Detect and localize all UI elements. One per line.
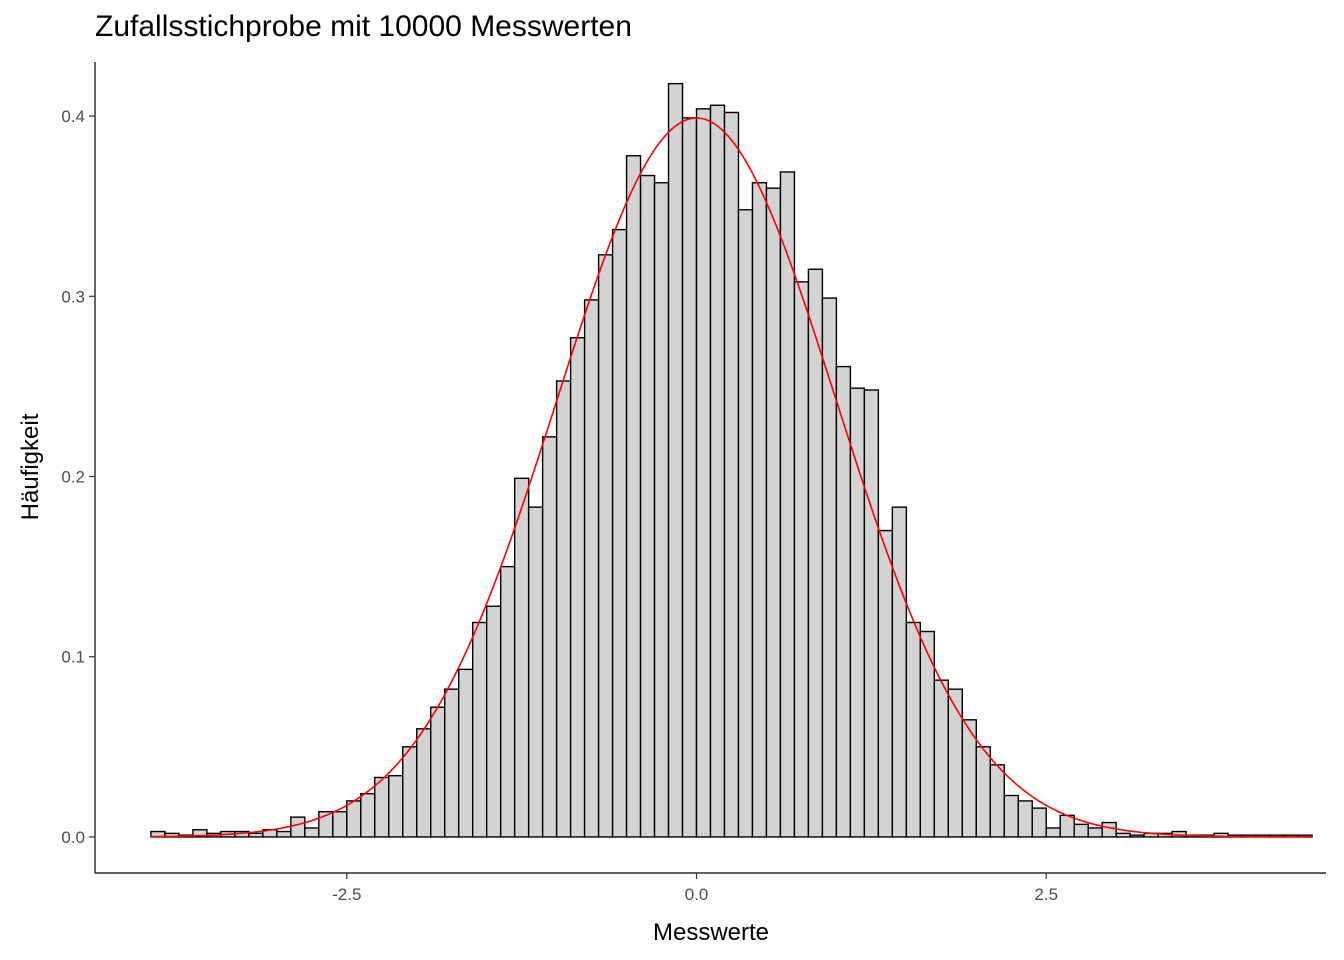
y-tick-label: 0.1: [61, 648, 85, 667]
x-axis-title: Messwerte: [653, 919, 769, 946]
histogram-bar: [1059, 814, 1075, 838]
histogram-bar: [541, 436, 558, 838]
histogram-bar: [891, 506, 908, 838]
y-axis-title: Häufigkeit: [17, 413, 44, 520]
histogram-bar: [695, 108, 712, 838]
histogram-bar: [653, 182, 670, 838]
y-tick-label: 0.4: [61, 107, 85, 126]
histogram-bar: [248, 832, 264, 838]
histogram-bar: [1115, 832, 1131, 838]
histogram-bar: [611, 228, 628, 838]
histogram-bar: [989, 764, 1005, 838]
histogram-bar: [485, 605, 502, 838]
histogram-bar: [332, 811, 348, 838]
histogram-bar: [765, 187, 782, 838]
histogram-bar: [1045, 827, 1061, 838]
histogram-bar: [1087, 827, 1103, 838]
histogram-bar: [597, 254, 614, 838]
histogram-bar: [374, 776, 390, 838]
histogram-bar: [625, 155, 642, 838]
histogram-bar: [471, 621, 488, 838]
histogram-bar: [779, 171, 796, 838]
histogram-bar: [304, 827, 320, 838]
density-curve: [150, 117, 1313, 838]
histogram-bar: [709, 104, 726, 838]
histogram-bar: [639, 174, 656, 838]
x-axis-ticks: -2.5 0.0 2.5: [332, 873, 1058, 904]
histogram-bar: [933, 679, 950, 838]
x-tick-label: 0.0: [685, 885, 709, 904]
y-tick-label: 0.2: [61, 468, 85, 487]
histogram-bar: [290, 816, 306, 838]
histogram-bar: [1003, 794, 1019, 838]
histogram-bar: [681, 117, 698, 838]
histogram-bar: [527, 506, 544, 838]
histogram-bar: [905, 621, 922, 838]
histogram-bar: [877, 529, 894, 838]
histogram-bar: [975, 746, 991, 838]
histogram-bar: [863, 389, 880, 838]
histogram-bar: [569, 337, 586, 838]
histogram-bar: [583, 299, 600, 838]
histogram-bar: [1101, 821, 1117, 838]
histogram-bar: [1073, 823, 1089, 838]
histogram-bar: [723, 111, 740, 838]
y-axis-ticks: 0.0 0.1 0.2 0.3 0.4: [61, 107, 95, 847]
histogram-bar: [276, 830, 292, 838]
histogram-bar: [807, 268, 824, 838]
x-tick-label: 2.5: [1034, 885, 1058, 904]
histogram-bar: [737, 209, 754, 838]
chart-title: Zufallsstichprobe mit 10000 Messwerten: [95, 10, 632, 43]
x-tick-label: -2.5: [332, 885, 361, 904]
histogram-bar: [667, 82, 684, 838]
histogram-bar: [793, 281, 810, 838]
histogram-bar: [1031, 807, 1047, 838]
histogram-bar: [430, 706, 446, 838]
histogram-bar: [513, 477, 530, 838]
histogram-bars: [150, 82, 1313, 838]
histogram-bar: [849, 387, 866, 838]
histogram-bar: [751, 182, 768, 838]
y-tick-label: 0.0: [61, 828, 85, 847]
y-tick-label: 0.3: [61, 287, 85, 306]
histogram-bar: [402, 746, 418, 838]
histogram-bar: [555, 380, 572, 838]
histogram-bar: [1017, 800, 1033, 838]
histogram-bar: [499, 565, 516, 838]
histogram-bar: [444, 688, 460, 838]
histogram-bar: [360, 793, 376, 838]
histogram-bar: [947, 688, 963, 838]
histogram-bar: [1129, 834, 1145, 838]
histogram-bar: [416, 728, 432, 838]
histogram-bar: [346, 800, 362, 838]
histogram-bar: [388, 774, 404, 838]
histogram-bar: [458, 668, 474, 838]
